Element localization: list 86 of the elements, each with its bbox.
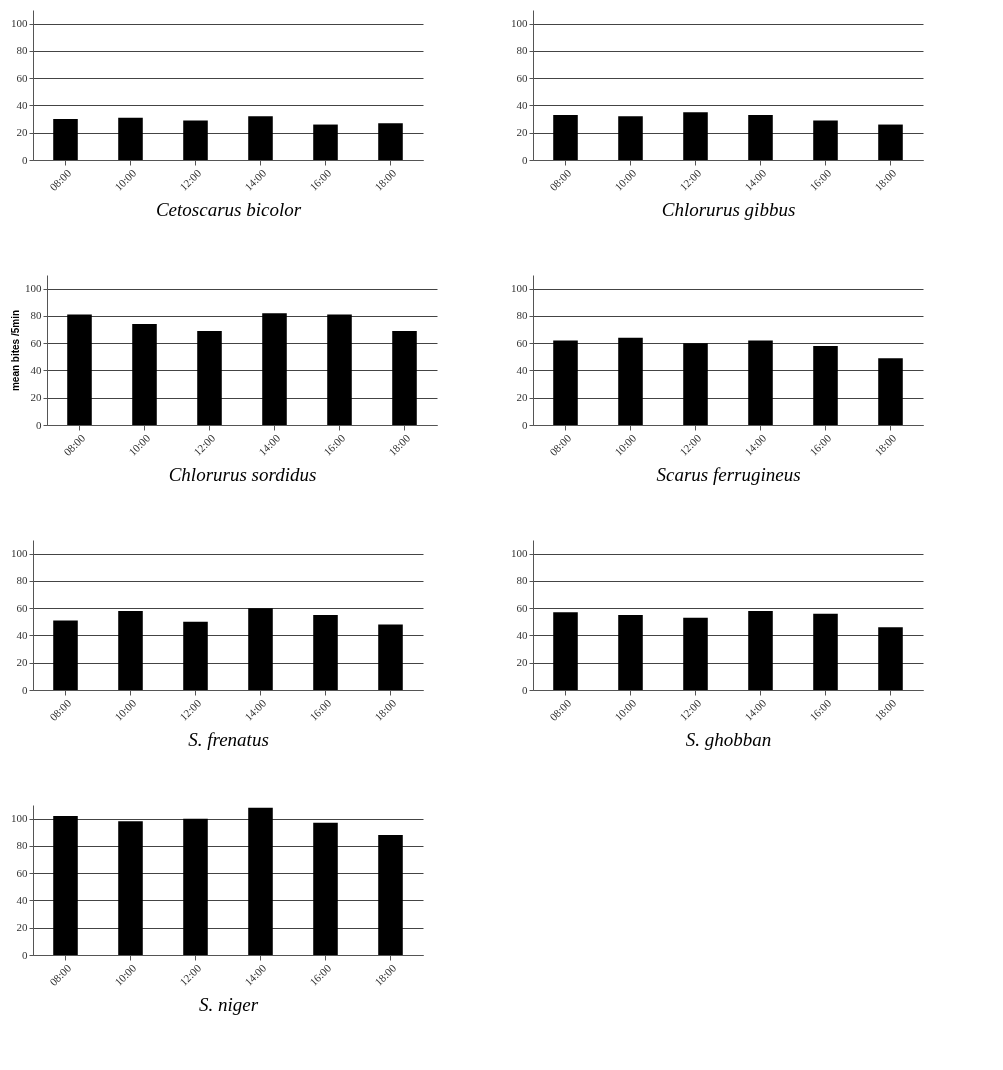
bar [248, 116, 273, 160]
y-tick-label: 20 [16, 921, 28, 934]
bar [878, 358, 903, 425]
bar [748, 610, 773, 690]
y-tick-label: 100 [511, 282, 528, 295]
y-tick-label: 0 [522, 683, 528, 696]
x-axis-title: Chlorurus gibbus [661, 199, 796, 220]
y-tick-label: 80 [16, 44, 28, 57]
y-tick-label: 40 [516, 628, 528, 641]
y-tick-label: 40 [16, 628, 28, 641]
y-tick-label: 0 [22, 683, 28, 696]
bar [553, 340, 578, 425]
x-axis-title: S. niger [198, 994, 259, 1015]
y-tick-label: 40 [16, 98, 28, 111]
bar [118, 610, 143, 690]
bar [183, 120, 208, 160]
y-tick-label: 100 [11, 17, 28, 30]
x-axis-title: S. ghobban [685, 729, 772, 750]
bar [197, 330, 222, 425]
y-tick-label: 0 [22, 153, 28, 166]
bar [813, 613, 838, 690]
bar [683, 617, 708, 690]
x-axis-title: Cetoscarus bicolor [155, 199, 302, 220]
y-tick-label: 0 [36, 418, 42, 431]
bar [748, 340, 773, 425]
y-tick-label: 40 [516, 98, 528, 111]
bar [53, 119, 78, 160]
y-tick-label: 100 [25, 282, 42, 295]
bar [392, 330, 417, 425]
y-axis-title: mean bites /5min [10, 309, 21, 392]
y-tick-label: 20 [16, 126, 28, 139]
bar [132, 324, 157, 425]
x-axis-title: Chlorurus sordidus [168, 464, 317, 485]
bar [748, 115, 773, 160]
y-tick-label: 60 [516, 336, 528, 349]
bar [262, 313, 287, 425]
bar [553, 612, 578, 690]
x-axis-title: Scarus ferrugineus [656, 464, 801, 485]
bar [813, 120, 838, 160]
y-tick-label: 80 [516, 574, 528, 587]
y-tick-label: 40 [30, 363, 42, 376]
bar [327, 314, 352, 425]
y-tick-label: 80 [16, 574, 28, 587]
bar [683, 112, 708, 160]
bar [878, 124, 903, 160]
bar [553, 115, 578, 160]
y-tick-label: 100 [11, 812, 28, 825]
bar [618, 337, 643, 425]
bar [378, 624, 403, 690]
y-tick-label: 80 [516, 309, 528, 322]
y-tick-label: 80 [516, 44, 528, 57]
y-tick-label: 60 [16, 866, 28, 879]
y-tick-label: 0 [22, 948, 28, 961]
bar [67, 314, 92, 425]
bar [813, 345, 838, 425]
bar [53, 620, 78, 690]
y-tick-label: 100 [11, 547, 28, 560]
x-axis-title: S. frenatus [188, 729, 269, 750]
y-tick-label: 60 [30, 336, 42, 349]
y-tick-label: 80 [16, 839, 28, 852]
y-tick-label: 20 [516, 656, 528, 669]
bar [618, 116, 643, 160]
bar [118, 117, 143, 160]
y-tick-label: 20 [516, 391, 528, 404]
bar [683, 343, 708, 425]
bar [313, 615, 338, 690]
y-tick-label: 40 [16, 893, 28, 906]
y-tick-label: 40 [516, 363, 528, 376]
bar [618, 615, 643, 690]
bar [248, 608, 273, 690]
y-tick-label: 60 [16, 71, 28, 84]
y-tick-label: 60 [516, 71, 528, 84]
y-tick-label: 20 [16, 656, 28, 669]
bar [183, 621, 208, 690]
bar [878, 627, 903, 690]
y-tick-label: 0 [522, 153, 528, 166]
y-tick-label: 20 [516, 126, 528, 139]
y-tick-label: 20 [30, 391, 42, 404]
y-tick-label: 100 [511, 547, 528, 560]
y-tick-label: 100 [511, 17, 528, 30]
y-tick-label: 80 [30, 309, 42, 322]
y-tick-label: 60 [16, 601, 28, 614]
bar [378, 123, 403, 160]
y-tick-label: 60 [516, 601, 528, 614]
bar [313, 124, 338, 160]
y-tick-label: 0 [522, 418, 528, 431]
